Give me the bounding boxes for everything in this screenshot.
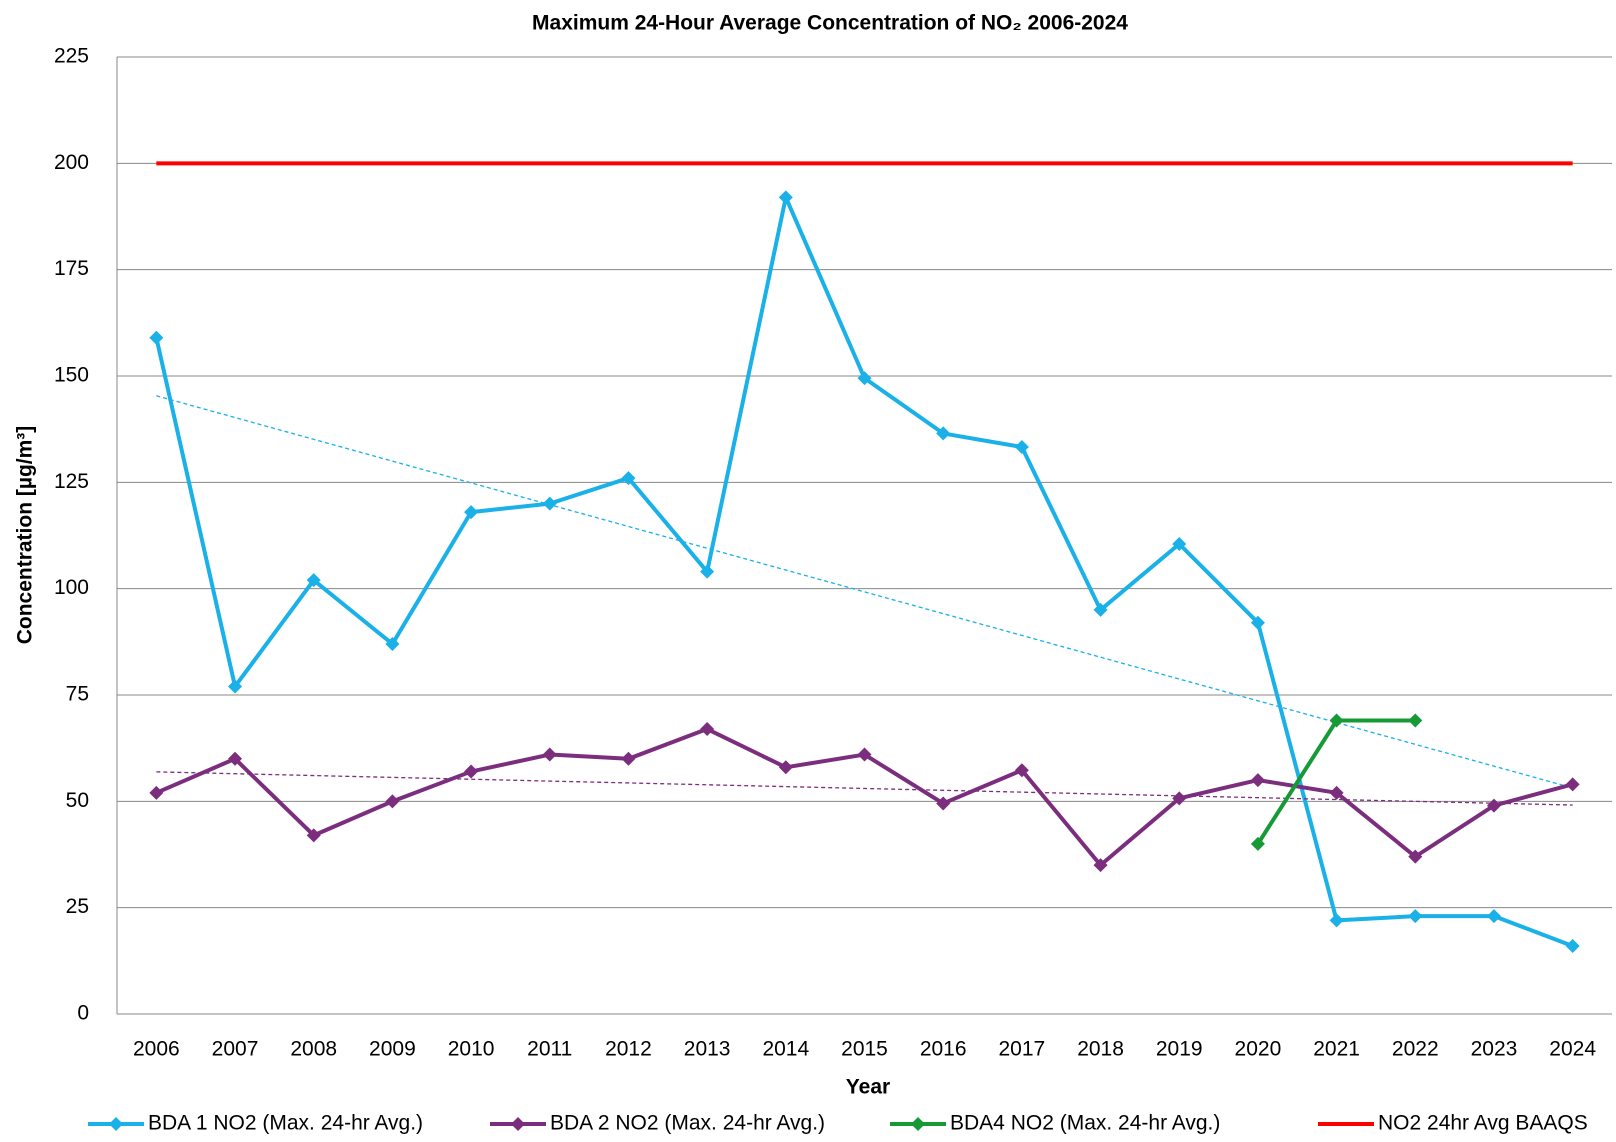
data-point [857,371,872,386]
x-tick-label: 2016 [920,1038,967,1061]
data-point [1014,763,1029,778]
chart-title: Maximum 24-Hour Average Concentration of… [532,12,1128,35]
data-point [936,426,951,441]
y-tick-label: 200 [54,151,89,174]
data-point [1172,791,1187,806]
data-point [385,794,400,809]
data-point [1329,785,1344,800]
y-tick-label: 50 [66,789,89,812]
data-point [228,751,243,766]
data-point [1408,713,1423,728]
x-tick-label: 2017 [999,1038,1046,1061]
x-tick-label: 2019 [1156,1038,1203,1061]
legend-marker [911,1117,925,1131]
data-point [1172,537,1187,552]
data-point [149,785,164,800]
x-tick-label: 2008 [290,1038,337,1061]
data-point [306,828,321,843]
data-point [542,747,557,762]
data-point [1329,713,1344,728]
x-tick-label: 2015 [841,1038,888,1061]
data-point [621,751,636,766]
data-point [228,679,243,694]
data-point [936,796,951,811]
data-point [1014,440,1029,455]
y-tick-label: 75 [66,683,89,706]
x-tick-label: 2024 [1549,1038,1596,1061]
data-point [1250,615,1265,630]
x-tick-label: 2009 [369,1038,416,1061]
x-tick-label: 2013 [684,1038,731,1061]
data-point [1486,798,1501,813]
y-axis-label: Concentration [µg/m³] [14,426,37,645]
data-point [1486,909,1501,924]
data-point [621,471,636,486]
x-tick-label: 2007 [212,1038,259,1061]
legend-label: BDA 2 NO2 (Max. 24-hr Avg.) [550,1112,825,1135]
data-point [700,722,715,737]
data-point [464,764,479,779]
x-tick-label: 2018 [1077,1038,1124,1061]
y-tick-label: 150 [54,364,89,387]
x-tick-label: 2023 [1471,1038,1518,1061]
legend-label: BDA4 NO2 (Max. 24-hr Avg.) [950,1112,1220,1135]
x-tick-label: 2006 [133,1038,180,1061]
data-point [385,636,400,651]
legend-label: NO2 24hr Avg BAAQS [1378,1112,1588,1135]
legend-marker [511,1117,525,1131]
x-tick-label: 2010 [448,1038,495,1061]
data-point [778,760,793,775]
y-tick-label: 125 [54,470,89,493]
trendline [156,395,1573,789]
data-point [778,190,793,205]
data-point [1408,909,1423,924]
data-point [464,505,479,520]
legend-label: BDA 1 NO2 (Max. 24-hr Avg.) [148,1112,423,1135]
data-point [1250,773,1265,788]
x-tick-label: 2021 [1313,1038,1360,1061]
data-point [1408,849,1423,864]
data-point [857,747,872,762]
x-tick-label: 2012 [605,1038,652,1061]
data-point [542,496,557,511]
data-point [1565,777,1580,792]
data-point [700,564,715,579]
x-tick-label: 2014 [762,1038,809,1061]
x-tick-label: 2020 [1235,1038,1282,1061]
y-tick-label: 175 [54,257,89,280]
x-axis-label: Year [846,1076,890,1099]
series-line [154,195,1574,948]
y-tick-label: 100 [54,576,89,599]
data-point [1565,938,1580,953]
data-point [1093,858,1108,873]
trendline [156,771,1573,806]
y-tick-label: 225 [54,45,89,68]
data-point [306,573,321,588]
data-point [1329,913,1344,928]
data-point [149,330,164,345]
y-tick-label: 25 [66,895,89,918]
y-tick-label: 0 [77,1002,89,1025]
x-tick-label: 2022 [1392,1038,1439,1061]
data-point [1250,836,1265,851]
data-point [1093,602,1108,617]
x-tick-label: 2011 [527,1038,572,1061]
legend-marker [109,1117,123,1131]
